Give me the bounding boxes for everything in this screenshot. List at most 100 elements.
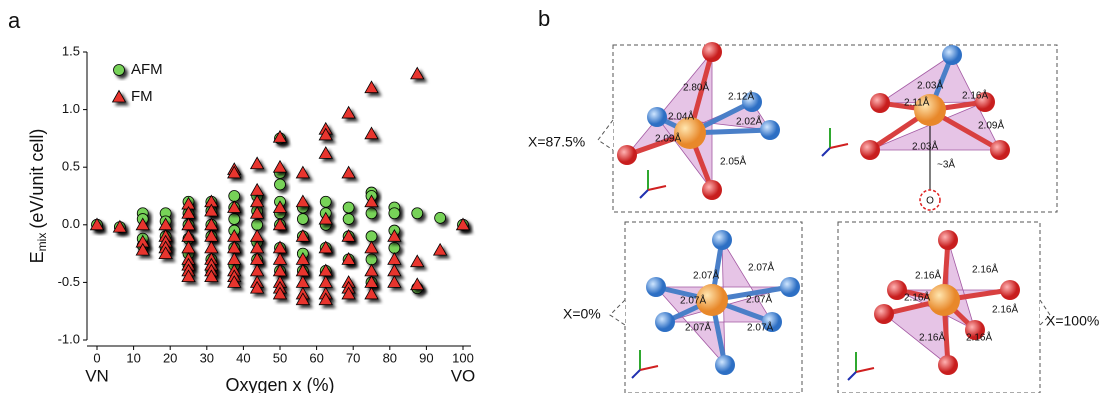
- x-tick-label: 0: [93, 350, 100, 365]
- bond-length: 2.05Å: [720, 155, 746, 168]
- point: [296, 276, 309, 288]
- bond-length: 2.07Å: [746, 293, 772, 306]
- point: [228, 253, 241, 264]
- point: [251, 230, 264, 242]
- point: [365, 127, 378, 139]
- point: [296, 195, 309, 207]
- orient-axis: [856, 368, 874, 372]
- panel-label: b: [538, 6, 550, 31]
- structure-caption: X=100%: [1046, 313, 1099, 329]
- atom: [702, 180, 722, 200]
- point: [343, 214, 354, 225]
- point: [388, 276, 401, 288]
- atom: [646, 277, 666, 297]
- bond-length: 2.09Å: [978, 119, 1004, 132]
- x-tick-label: 30: [200, 350, 214, 365]
- x-tick-label: 20: [163, 350, 177, 365]
- bond-length: 2.80Å: [683, 81, 709, 94]
- atom: [760, 120, 780, 140]
- x-tick-label: 60: [309, 350, 323, 365]
- bond-length: 2.02Å: [736, 115, 762, 128]
- bond-length: 2.11Å: [904, 96, 930, 109]
- atom: [715, 355, 735, 375]
- bond-length: 2.07Å: [748, 261, 774, 274]
- legend-marker: [113, 91, 126, 103]
- y-tick-label: 1.0: [62, 101, 80, 116]
- orient-axis: [848, 372, 856, 380]
- atom: [870, 93, 890, 113]
- bond-length: 2.16Å: [915, 269, 941, 282]
- structure-caption: X=0%: [563, 306, 601, 322]
- atom: [938, 230, 958, 250]
- bond-length: 2.16Å: [962, 89, 988, 102]
- point: [296, 166, 309, 178]
- vacancy-label: O: [926, 196, 934, 207]
- bond-length: 2.16Å: [992, 303, 1018, 316]
- bond-length: 2.16Å: [904, 291, 930, 304]
- bond-length: 2.07Å: [680, 294, 706, 307]
- x-tick-label: 90: [419, 350, 433, 365]
- point: [229, 191, 240, 202]
- structure: 2.80Å2.12Å2.04Å2.02Å2.09Å2.05ÅX=87.5%: [528, 42, 780, 200]
- annotation: VO: [451, 366, 476, 385]
- y-tick-label: -1.0: [58, 331, 80, 346]
- point: [366, 254, 377, 265]
- y-tick-label: 0.0: [62, 216, 80, 231]
- bond-length: 2.09Å: [655, 132, 681, 145]
- annotation: VN: [85, 366, 109, 385]
- point: [388, 253, 401, 264]
- point: [297, 214, 308, 225]
- point: [411, 67, 424, 79]
- y-tick-label: 1.5: [62, 43, 80, 58]
- atom: [990, 140, 1010, 160]
- bond-length: 2.12Å: [728, 90, 754, 103]
- bond-length: 2.03Å: [912, 140, 938, 153]
- x-tick-label: 80: [383, 350, 397, 365]
- bond-length: 2.16Å: [919, 331, 945, 344]
- y-axis-label: Emix (eV/unit cell): [27, 129, 49, 264]
- x-tick-label: 50: [273, 350, 287, 365]
- atom: [702, 42, 722, 62]
- point: [435, 212, 446, 223]
- atom: [780, 277, 800, 297]
- structure: 2.03Å2.11Å2.16Å2.09Å2.03Å~3ÅO: [860, 45, 1010, 210]
- orient-axis: [648, 186, 666, 190]
- point: [412, 208, 423, 219]
- atom: [860, 140, 880, 160]
- point: [365, 81, 378, 93]
- x-axis-label: Oxygen x (%): [225, 375, 334, 393]
- point: [342, 166, 355, 178]
- bond-length: 2.07Å: [747, 321, 773, 334]
- callout-pointer: [610, 300, 625, 325]
- point: [365, 264, 378, 276]
- point: [205, 241, 218, 253]
- point: [251, 184, 264, 196]
- y-axis-label-part: (eV/unit cell): [27, 129, 47, 229]
- callout-pointer: [598, 120, 613, 150]
- point: [389, 242, 400, 253]
- point: [411, 278, 424, 290]
- y-tick-label: -0.5: [58, 274, 80, 289]
- x-tick-label: 70: [346, 350, 360, 365]
- atom-v: [928, 284, 960, 316]
- atom: [647, 107, 667, 127]
- distance-label: ~3Å: [937, 158, 955, 171]
- point: [319, 147, 332, 159]
- orient-axis: [640, 366, 658, 370]
- point: [275, 179, 286, 190]
- plot: -1.0-0.50.00.51.01.501020304050607080901…: [27, 43, 476, 393]
- orient-axis: [822, 148, 830, 156]
- point: [319, 276, 332, 288]
- y-axis-label-part: E: [27, 251, 47, 263]
- point: [229, 214, 240, 225]
- point: [365, 287, 378, 299]
- point: [366, 231, 377, 242]
- bond-length: 2.07Å: [693, 269, 719, 282]
- point: [252, 219, 263, 230]
- y-axis-label-part: mix: [35, 233, 49, 252]
- atom: [874, 304, 894, 324]
- point: [343, 202, 354, 213]
- atom: [1000, 280, 1020, 300]
